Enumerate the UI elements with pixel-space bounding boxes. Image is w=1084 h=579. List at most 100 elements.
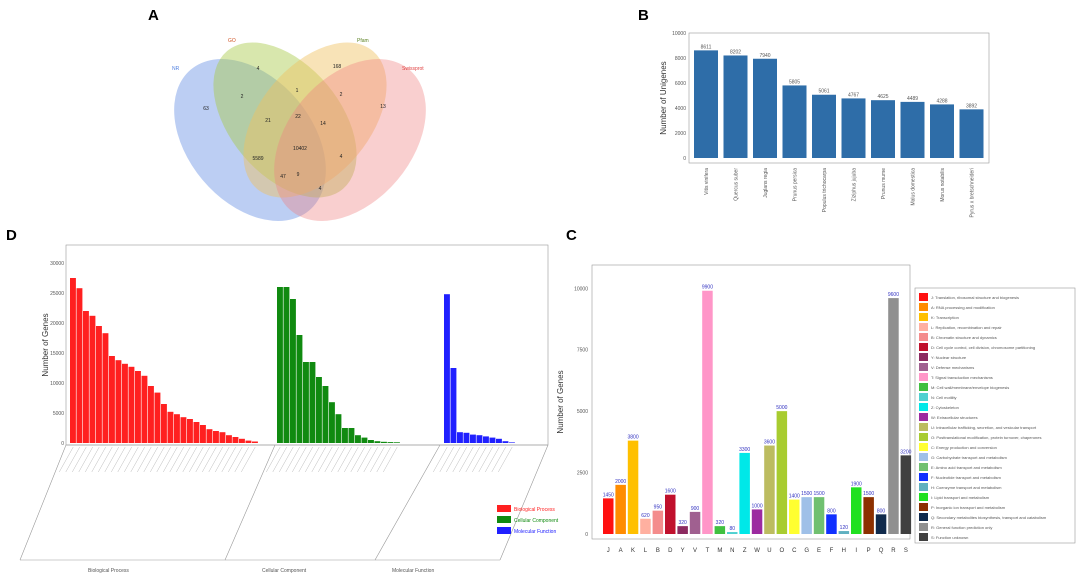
chart-c-bar-label: 800: [877, 508, 886, 514]
chart-b-xtick: Ziziphus jujuba: [852, 168, 858, 202]
chart-c-legend-swatch: [919, 373, 928, 381]
chart-c-xtick: R: [891, 548, 896, 554]
chart-c-bar: [677, 526, 688, 534]
chart-d-bar: [96, 326, 102, 443]
chart-c-bar: [776, 411, 788, 534]
chart-d-xtick-line: [344, 446, 359, 473]
venn-region-value: 22: [295, 114, 301, 120]
venn-region-value: 2: [340, 92, 343, 98]
chart-c-legend-label: E: Amino acid transport and metabolism: [931, 465, 1002, 470]
venn-region-value: 4: [319, 186, 322, 192]
chart-d-bar: [141, 375, 148, 443]
chart-c-bar-label: 1500: [863, 491, 874, 497]
venn-set-label-pfam: Pfam: [357, 38, 369, 44]
chart-d-xtick-line: [182, 446, 197, 473]
chart-b-ytick: 8000: [675, 56, 686, 62]
chart-c-legend-label: R: General function prediction only: [931, 525, 992, 530]
chart-c-bar: [838, 531, 850, 534]
chart-c-legend-label: Y: Nuclear structure: [931, 355, 967, 360]
chart-c-xtick: I: [855, 548, 857, 554]
chart-d-bar: [245, 440, 252, 443]
chart-c-bar-label: 3200: [900, 449, 911, 455]
chart-c-legend-label: U: Intracellular trafficking, secretion,…: [931, 425, 1037, 430]
chart-d-bar: [361, 437, 368, 443]
chart-c-bar: [751, 509, 763, 534]
chart-c-xtick: H: [842, 548, 846, 554]
venn-region-value: 9: [297, 172, 300, 178]
chart-c-bar: [875, 514, 887, 534]
chart-c-legend-swatch: [919, 453, 928, 461]
venn-region-value: 63: [203, 106, 209, 112]
chart-d-bar: [167, 411, 174, 443]
chart-d-bar: [135, 371, 141, 443]
chart-d-bar: [128, 366, 135, 443]
venn-set-label-go: GO: [228, 38, 236, 44]
chart-d-legend-swatch: [497, 527, 511, 534]
chart-c-legend-label: P: Inorganic ion transport and metabolis…: [931, 505, 1006, 510]
chart-b-bar-label: 5805: [789, 79, 800, 85]
chart-c-legend-label: I: Lipid transport and metabolism: [931, 495, 990, 500]
panel-label-a: A: [148, 7, 159, 24]
chart-d-bar: [232, 437, 239, 443]
chart-d-legend-label: Molecular Function: [514, 529, 556, 535]
chart-b-bar: [900, 101, 925, 158]
chart-d-xtick-line: [104, 446, 119, 473]
chart-d-xtick-line: [208, 446, 223, 473]
chart-c-bar: [652, 510, 664, 534]
chart-b-bar: [959, 109, 984, 158]
chart-d-bar: [348, 428, 355, 443]
chart-c-bar: [665, 494, 676, 534]
venn-set-label-swissprot: Swissprot: [402, 66, 424, 72]
chart-c-bar-label: 800: [827, 508, 836, 514]
chart-c-xtick: Y: [681, 548, 685, 554]
chart-c-legend-label: C: Energy production and conversion: [931, 445, 997, 450]
chart-d-bar: [109, 356, 115, 443]
chart-c-legend-label: S: Function unknown: [931, 535, 968, 540]
chart-d-xtick-line: [383, 446, 398, 473]
chart-c-xtick: P: [867, 548, 871, 554]
chart-d-legend-label: Cellular Component: [514, 518, 559, 524]
panel-label-d: D: [6, 227, 17, 244]
chart-b-bar: [694, 50, 718, 158]
chart-c-bar-label: 1500: [813, 491, 824, 497]
chart-d-bar: [470, 434, 476, 443]
chart-c-xtick: M: [717, 548, 722, 554]
chart-d-bar: [115, 360, 122, 443]
chart-d-ytick: 25000: [50, 291, 64, 297]
chart-d-ytick: 15000: [50, 351, 64, 357]
chart-c-legend-swatch: [919, 483, 928, 491]
chart-d-xtick-line: [472, 446, 487, 473]
chart-c-bar-label: 3600: [764, 440, 775, 446]
chart-b-bar-label: 5061: [818, 89, 829, 95]
chart-d-xtick-line: [202, 446, 217, 473]
chart-c-bar: [851, 487, 862, 534]
chart-c-bar-label: 5000: [776, 405, 787, 411]
chart-c-xtick: W: [754, 548, 760, 554]
chart-c-legend-label: A: RNA processing and modification: [931, 305, 995, 310]
chart-d-bar: [329, 402, 335, 443]
chart-d-xtick-line: [452, 446, 467, 473]
chart-d-xtick-line: [459, 446, 474, 473]
chart-c-bar: [714, 526, 726, 534]
bar-chart-top-species: Number of Unigenes 10000 8000 6000 4000 2000…: [659, 31, 990, 217]
chart-c-legend-label: F: Nucleotide transport and metabolism: [931, 475, 1001, 480]
chart-c-ytick: 5000: [577, 409, 588, 415]
chart-b-xtick: Morus notabilis: [940, 168, 946, 202]
chart-d-xtick-line: [143, 446, 158, 473]
chart-d-bar: [296, 335, 303, 443]
chart-c-legend-swatch: [919, 323, 928, 331]
chart-d-bar: [180, 417, 187, 443]
chart-d-bar: [387, 442, 394, 443]
chart-c-xtick: T: [706, 548, 710, 554]
panel-label-c: C: [566, 227, 577, 244]
chart-d-bar: [102, 333, 109, 443]
chart-d-bar: [226, 435, 232, 443]
chart-b-bar: [753, 58, 777, 158]
chart-d-bar: [335, 414, 342, 443]
chart-b-frame: [688, 32, 990, 164]
chart-d-xtick-line: [498, 446, 513, 473]
chart-c-legend-label: B: Chromatin structure and dynamics: [931, 335, 997, 340]
chart-d-group-label: Molecular Function: [392, 568, 434, 574]
chart-d-bar: [76, 288, 83, 443]
chart-c-xtick: V: [693, 548, 697, 554]
